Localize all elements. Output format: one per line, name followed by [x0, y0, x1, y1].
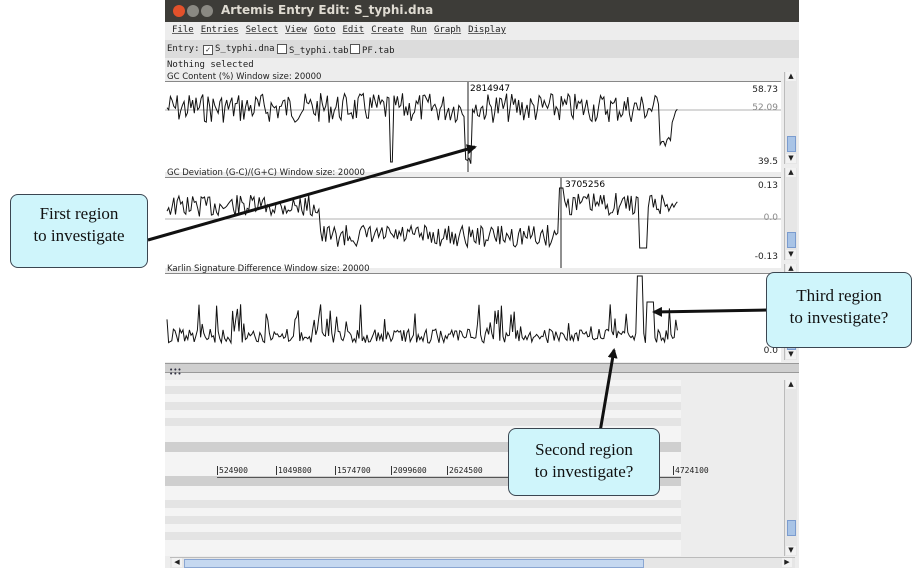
forward-strand-stripe: [165, 442, 681, 452]
gc-deviation-label: GC Deviation (G-C)/(G+C) Window size: 20…: [167, 168, 365, 178]
frame-stripe: [165, 500, 681, 508]
frame-stripe: [165, 516, 681, 524]
title-bar: Artemis Entry Edit: S_typhi.dna: [165, 0, 799, 22]
checkbox-icon[interactable]: [350, 44, 360, 54]
third-region-callout: Third region to investigate?: [766, 272, 912, 348]
ruler-line: [217, 477, 681, 478]
menu-graph[interactable]: Graph: [433, 25, 462, 35]
ruler-tick: 1049800: [276, 466, 312, 475]
entry-s-typhi-dna[interactable]: ✓ S_typhi.dna: [203, 44, 275, 55]
gc-deviation-plot[interactable]: 3705256 0.13 0.0 -0.13: [165, 177, 781, 268]
scroll-thumb[interactable]: [787, 520, 796, 536]
gc-average-value: 52.09: [752, 103, 778, 113]
split-pane-divider[interactable]: [165, 363, 799, 373]
entry-label: Entry:: [167, 44, 200, 54]
scroll-down-icon[interactable]: ▼: [786, 154, 796, 163]
menu-display[interactable]: Display: [468, 25, 507, 35]
ruler-tick: 2099600: [391, 466, 427, 475]
menu-select[interactable]: Select: [245, 25, 279, 35]
third-region-arrow: [652, 306, 769, 317]
scroll-down-icon[interactable]: ▼: [786, 546, 796, 555]
gc-content-label: GC Content (%) Window size: 20000: [167, 72, 322, 82]
scroll-up-icon[interactable]: ▲: [786, 168, 796, 177]
window-title: Artemis Entry Edit: S_typhi.dna: [221, 3, 434, 17]
scroll-thumb[interactable]: [787, 232, 796, 248]
scroll-thumb[interactable]: [787, 136, 796, 152]
gc-deviation-max-value: 0.13: [757, 181, 778, 191]
selection-status: Nothing selected: [167, 60, 254, 70]
menu-file[interactable]: File: [172, 25, 194, 35]
menu-create[interactable]: Create: [371, 25, 404, 35]
entry-s-typhi-tab[interactable]: S_typhi.tab: [277, 44, 349, 56]
close-window-icon[interactable]: [173, 5, 185, 17]
minimize-window-icon[interactable]: [187, 5, 199, 17]
gc-content-scrollbar[interactable]: ▲ ▼: [784, 72, 797, 164]
divider-grip-icon[interactable]: ••• •••: [169, 366, 182, 378]
gc-deviation-graph: [165, 178, 781, 268]
gc-deviation-marker-position: 3705256: [565, 180, 606, 190]
gc-deviation-scrollbar[interactable]: ▲ ▼: [784, 168, 797, 260]
frame-stripe: [165, 418, 681, 426]
gc-max-value: 58.73: [752, 85, 778, 95]
checkbox-checked-icon[interactable]: ✓: [203, 45, 213, 55]
entry-pf-tab[interactable]: PF.tab: [350, 44, 395, 56]
menu-edit[interactable]: Edit: [342, 25, 365, 35]
ruler-tick: 2624500: [447, 466, 483, 475]
overview-vertical-scrollbar[interactable]: ▲ ▼: [784, 380, 797, 556]
menu-entries[interactable]: Entries: [200, 25, 239, 35]
frame-stripe: [165, 532, 681, 540]
ruler-tick: 524900: [217, 466, 248, 475]
menu-run[interactable]: Run: [410, 25, 427, 35]
first-region-arrow: [147, 144, 477, 242]
menu-view[interactable]: View: [285, 25, 307, 35]
scroll-up-icon[interactable]: ▲: [786, 380, 796, 389]
karlin-graph: [166, 275, 678, 345]
gc-deviation-min-value: -0.13: [754, 252, 778, 262]
gc-deviation-trace: [166, 187, 678, 249]
frame-stripe: [165, 402, 681, 410]
gc-marker-position: 2814947: [470, 84, 511, 94]
artemis-window: Artemis Entry Edit: S_typhi.dna File Entr…: [165, 0, 799, 568]
gc-content-graph: [165, 82, 781, 172]
frame-stripe: [165, 386, 681, 394]
entry-bar: Entry: ✓ S_typhi.dna S_typhi.tab PF.tab: [165, 40, 799, 58]
ruler-tick: 4724100: [673, 466, 709, 475]
reverse-strand-stripe: [165, 476, 681, 486]
gc-deviation-zero-value: 0.0: [763, 213, 778, 223]
scroll-down-icon[interactable]: ▼: [786, 250, 796, 259]
checkbox-icon[interactable]: [277, 44, 287, 54]
scroll-left-icon[interactable]: ◀: [172, 558, 182, 567]
maximize-window-icon[interactable]: [201, 5, 213, 17]
scroll-up-icon[interactable]: ▲: [786, 72, 796, 81]
scroll-right-icon[interactable]: ▶: [782, 558, 792, 567]
gc-min-value: 39.5: [757, 157, 778, 167]
second-region-arrow: [598, 348, 618, 433]
scroll-down-icon[interactable]: ▼: [786, 350, 796, 359]
karlin-trace: [166, 275, 678, 345]
second-region-callout: Second region to investigate?: [508, 428, 660, 496]
menu-goto[interactable]: Goto: [313, 25, 336, 35]
karlin-min-value: 0.0: [763, 346, 778, 356]
gc-content-trace: [166, 92, 678, 164]
ruler-tick: 1574700: [335, 466, 371, 475]
scroll-up-icon[interactable]: ▲: [786, 264, 796, 273]
menu-bar: File Entries Select View Goto Edit Create Run Gr…: [165, 25, 506, 39]
karlin-plot[interactable]: 0 0.0: [165, 273, 781, 362]
gc-content-plot[interactable]: 2814947 58.73 52.09 39.5: [165, 81, 781, 172]
karlin-label: Karlin Signature Difference Window size:…: [167, 264, 370, 274]
first-region-callout: First region to investigate: [10, 194, 148, 268]
